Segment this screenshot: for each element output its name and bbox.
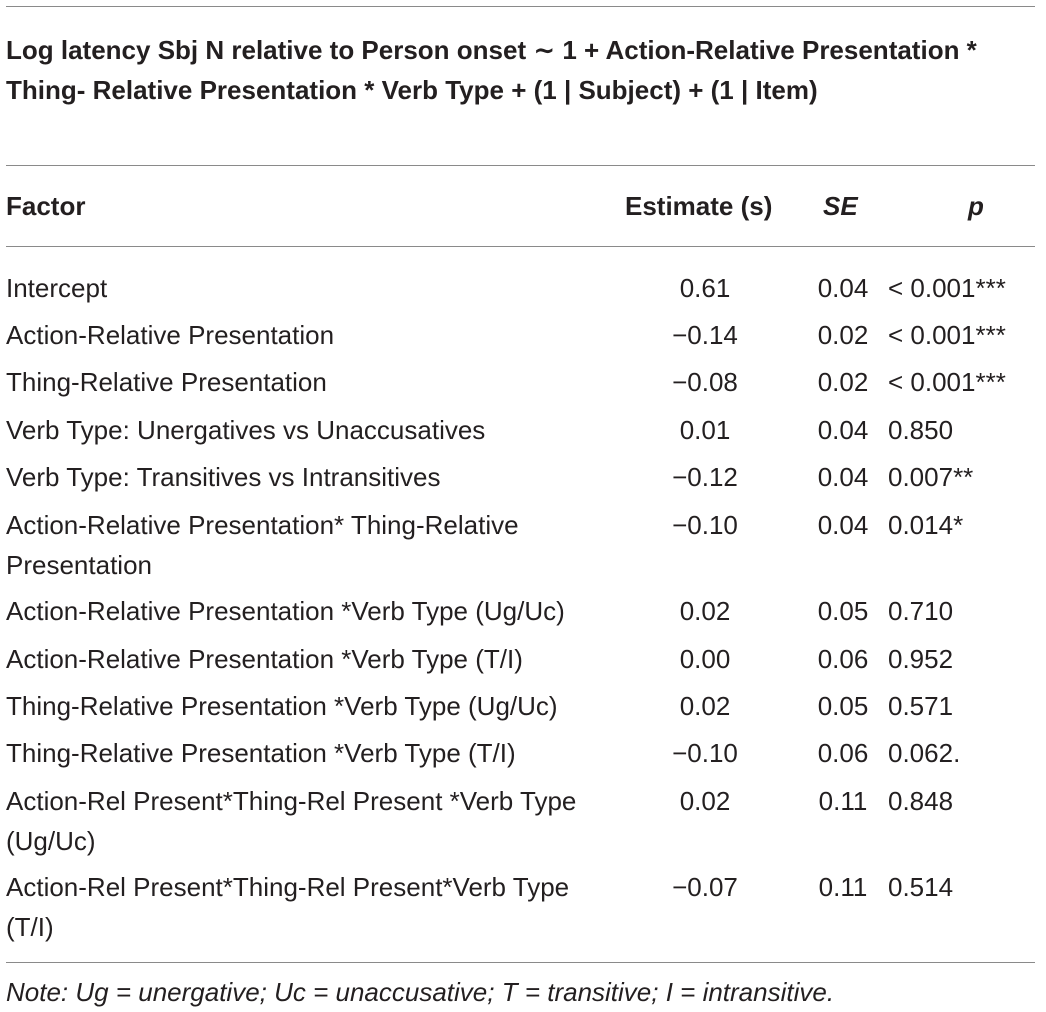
table-caption: Log latency Sbj N relative to Person ons… xyxy=(6,35,977,105)
p-cell: 0.514 xyxy=(888,872,954,902)
se-cell: 0.11 xyxy=(818,872,868,902)
se-cell: 0.04 xyxy=(817,273,869,303)
table-note: Note: Ug = unergative; Uc = unaccusative… xyxy=(6,977,835,1007)
se-cell: 0.11 xyxy=(818,786,868,816)
factor-cell: Verb Type: Unergatives vs Unaccusatives xyxy=(6,415,486,445)
factor-cell: Action-Relative Presentation *Verb Type … xyxy=(6,644,523,674)
se-cell: 0.04 xyxy=(817,462,869,492)
p-cell: < 0.001*** xyxy=(888,273,1006,303)
se-cell: 0.04 xyxy=(817,510,869,540)
bottom-rule xyxy=(6,962,1035,963)
estimate-cell: 0.61 xyxy=(679,273,731,303)
caption-rule xyxy=(6,165,1035,166)
se-cell: 0.06 xyxy=(817,644,869,674)
estimate-cell: −0.07 xyxy=(672,872,738,902)
se-cell: 0.02 xyxy=(817,367,869,397)
estimate-cell: −0.08 xyxy=(672,367,738,397)
estimate-cell: −0.14 xyxy=(672,320,738,350)
factor-cell: Action-Rel Present*Thing-Rel Present *Ve… xyxy=(6,786,577,856)
top-rule xyxy=(6,6,1035,7)
estimate-cell: 0.02 xyxy=(679,786,731,816)
estimate-cell: 0.00 xyxy=(679,644,731,674)
p-cell: 0.952 xyxy=(888,644,954,674)
header-rule xyxy=(6,246,1035,247)
header-se: SE xyxy=(823,191,858,221)
header-factor: Factor xyxy=(6,191,86,221)
factor-cell: Thing-Relative Presentation *Verb Type (… xyxy=(6,738,516,768)
p-cell: 0.062. xyxy=(888,738,961,768)
se-cell: 0.05 xyxy=(817,596,869,626)
factor-cell: Action-Rel Present*Thing-Rel Present*Ver… xyxy=(6,872,570,942)
header-estimate: Estimate (s) xyxy=(625,191,773,221)
se-cell: 0.05 xyxy=(817,691,869,721)
p-cell: 0.571 xyxy=(888,691,954,721)
p-cell: 0.014* xyxy=(888,510,964,540)
factor-cell: Action-Relative Presentation* Thing-Rela… xyxy=(6,510,519,580)
factor-cell: Verb Type: Transitives vs Intransitives xyxy=(6,462,441,492)
factor-cell: Action-Relative Presentation xyxy=(6,320,335,350)
se-cell: 0.02 xyxy=(817,320,869,350)
p-cell: 0.007** xyxy=(888,462,974,492)
factor-cell: Thing-Relative Presentation *Verb Type (… xyxy=(6,691,558,721)
factor-cell: Intercept xyxy=(6,273,108,303)
p-cell: 0.848 xyxy=(888,786,954,816)
estimate-cell: 0.02 xyxy=(679,691,731,721)
factor-cell: Thing-Relative Presentation xyxy=(6,367,327,397)
estimate-cell: −0.12 xyxy=(672,462,738,492)
p-cell: 0.710 xyxy=(888,596,954,626)
header-p: p xyxy=(968,191,984,221)
se-cell: 0.06 xyxy=(817,738,869,768)
estimate-cell: −0.10 xyxy=(672,510,738,540)
estimate-cell: −0.10 xyxy=(672,738,738,768)
p-cell: 0.850 xyxy=(888,415,954,445)
estimate-cell: 0.01 xyxy=(679,415,731,445)
p-cell: < 0.001*** xyxy=(888,367,1006,397)
factor-cell: Action-Relative Presentation *Verb Type … xyxy=(6,596,565,626)
se-cell: 0.04 xyxy=(817,415,869,445)
p-cell: < 0.001*** xyxy=(888,320,1006,350)
estimate-cell: 0.02 xyxy=(679,596,731,626)
